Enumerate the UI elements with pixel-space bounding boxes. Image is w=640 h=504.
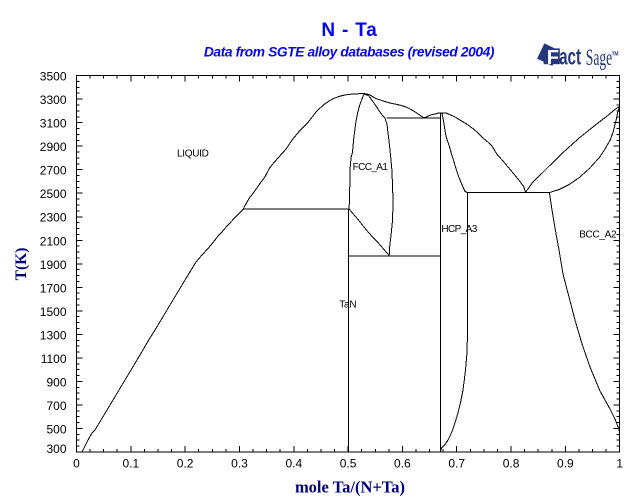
svg-text:T(K): T(K) [13,248,30,281]
svg-text:2900: 2900 [40,140,67,154]
svg-text:0.8: 0.8 [503,457,520,471]
svg-text:0.7: 0.7 [448,457,465,471]
svg-text:2300: 2300 [40,211,67,225]
svg-text:1: 1 [616,457,623,471]
svg-text:2700: 2700 [40,164,67,178]
svg-text:0.2: 0.2 [177,457,194,471]
svg-text:FCC_A1: FCC_A1 [353,162,389,173]
svg-text:300: 300 [46,442,66,456]
svg-text:0.4: 0.4 [285,457,302,471]
svg-text:Data from SGTE alloy databases: Data from SGTE alloy databases (revised … [204,44,495,59]
svg-text:0.5: 0.5 [340,457,357,471]
svg-text:500: 500 [46,423,66,437]
svg-text:1100: 1100 [41,352,67,366]
svg-text:3100: 3100 [40,117,67,131]
svg-text:700: 700 [46,399,66,413]
svg-text:N - Ta: N - Ta [321,20,377,41]
svg-text:0.3: 0.3 [231,457,248,471]
svg-text:mole Ta/(N+Ta): mole Ta/(N+Ta) [295,477,405,496]
svg-text:TaN: TaN [339,300,356,311]
svg-text:TM: TM [612,51,619,57]
svg-text:1900: 1900 [40,258,67,272]
svg-text:0.1: 0.1 [122,457,139,471]
svg-text:2500: 2500 [40,187,67,201]
svg-text:0.6: 0.6 [394,457,411,471]
svg-text:BCC_A2: BCC_A2 [579,230,617,241]
svg-text:0.9: 0.9 [557,457,574,471]
svg-text:2100: 2100 [40,234,67,248]
svg-text:LIQUID: LIQUID [177,149,209,160]
svg-text:act: act [559,44,581,70]
svg-text:1700: 1700 [40,281,67,295]
svg-text:HCP_A3: HCP_A3 [441,224,477,235]
svg-text:0: 0 [73,457,80,471]
svg-text:3300: 3300 [40,93,67,107]
svg-text:1500: 1500 [40,305,67,319]
svg-text:3500: 3500 [40,70,67,84]
svg-text:1300: 1300 [40,328,67,342]
svg-text:900: 900 [46,375,66,389]
svg-text:Sage: Sage [586,46,612,72]
svg-text:F: F [547,47,559,69]
